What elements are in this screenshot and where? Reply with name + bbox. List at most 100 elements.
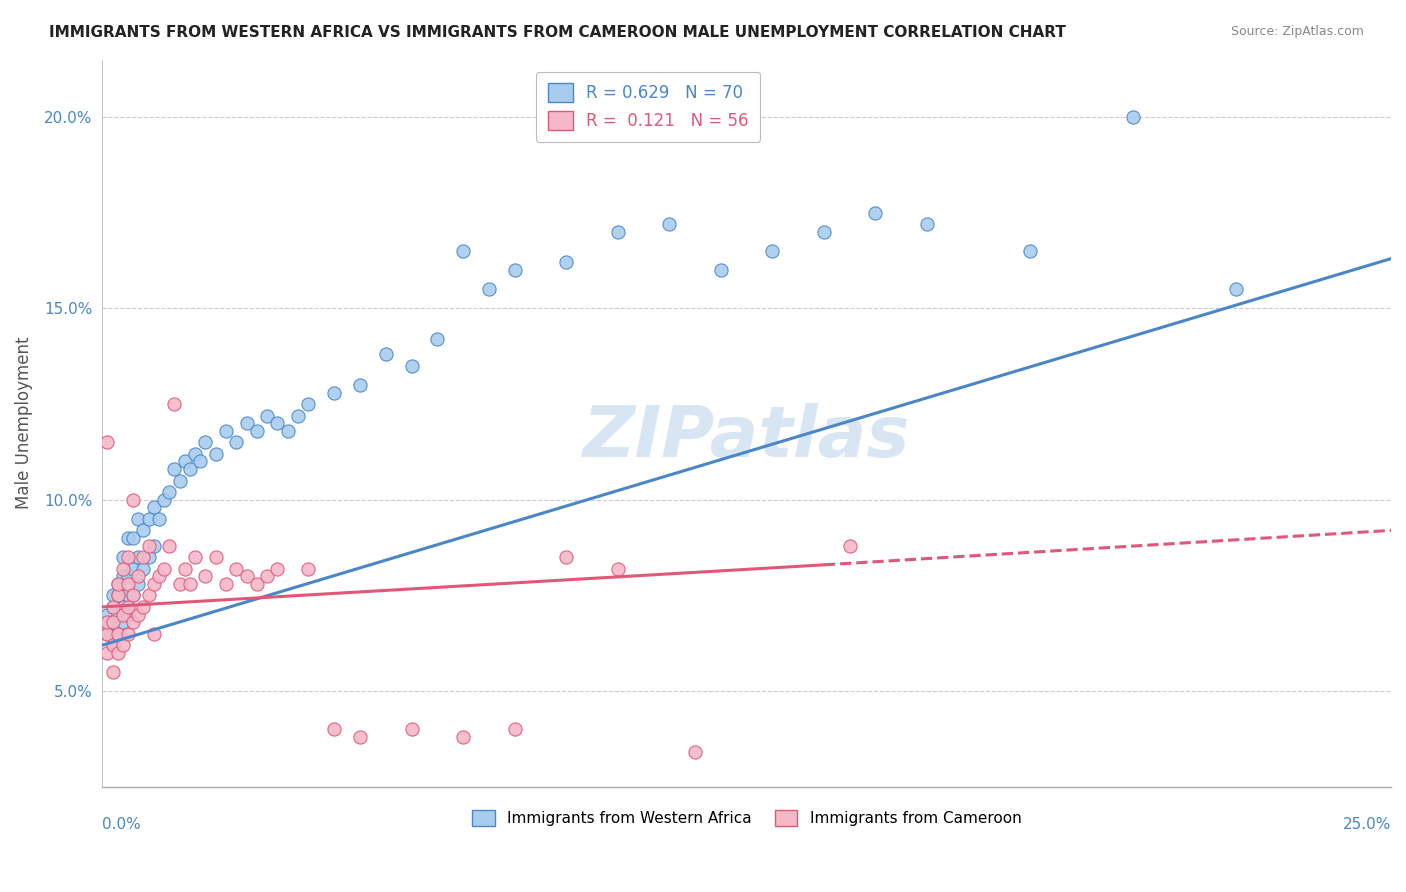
Point — [246, 577, 269, 591]
Point — [142, 539, 165, 553]
Point — [101, 665, 124, 679]
Point — [117, 589, 139, 603]
Point — [96, 626, 118, 640]
Point — [107, 626, 129, 640]
Point — [142, 500, 165, 515]
Point — [451, 244, 474, 258]
Point — [606, 225, 628, 239]
Point — [96, 646, 118, 660]
Point — [915, 217, 938, 231]
Point — [865, 205, 887, 219]
Point — [142, 577, 165, 591]
Point — [555, 550, 578, 565]
Point — [138, 589, 160, 603]
Point — [658, 217, 681, 231]
Point — [132, 599, 155, 614]
Point — [107, 646, 129, 660]
Point — [225, 562, 247, 576]
Point — [117, 550, 139, 565]
Point — [132, 524, 155, 538]
Text: Source: ZipAtlas.com: Source: ZipAtlas.com — [1230, 25, 1364, 38]
Point — [107, 589, 129, 603]
Point — [138, 550, 160, 565]
Point — [153, 562, 176, 576]
Point — [117, 599, 139, 614]
Point — [426, 332, 449, 346]
Point — [225, 435, 247, 450]
Point — [148, 512, 170, 526]
Point — [173, 454, 195, 468]
Point — [173, 562, 195, 576]
Point — [157, 539, 180, 553]
Point — [235, 416, 257, 430]
Point — [188, 454, 211, 468]
Point — [179, 577, 201, 591]
Point — [163, 462, 186, 476]
Point — [101, 599, 124, 614]
Point — [266, 416, 288, 430]
Point — [117, 626, 139, 640]
Point — [117, 569, 139, 583]
Point — [401, 359, 423, 373]
Point — [111, 569, 134, 583]
Point — [194, 569, 217, 583]
Point — [163, 397, 186, 411]
Point — [101, 615, 124, 630]
Point — [122, 615, 145, 630]
Point — [138, 539, 160, 553]
Point — [127, 577, 149, 591]
Point — [127, 569, 149, 583]
Point — [451, 730, 474, 744]
Point — [761, 244, 783, 258]
Point — [107, 589, 129, 603]
Point — [111, 562, 134, 576]
Point — [101, 615, 124, 630]
Point — [215, 424, 238, 438]
Point — [132, 550, 155, 565]
Point — [107, 607, 129, 622]
Point — [117, 531, 139, 545]
Point — [555, 255, 578, 269]
Point — [503, 723, 526, 737]
Point — [101, 638, 124, 652]
Point — [132, 562, 155, 576]
Point — [287, 409, 309, 423]
Point — [606, 562, 628, 576]
Point — [101, 599, 124, 614]
Point — [122, 589, 145, 603]
Point — [297, 562, 319, 576]
Point — [127, 607, 149, 622]
Text: 0.0%: 0.0% — [103, 817, 141, 832]
Point — [204, 447, 226, 461]
Point — [117, 607, 139, 622]
Point — [683, 745, 706, 759]
Point — [204, 550, 226, 565]
Point — [215, 577, 238, 591]
Point — [122, 562, 145, 576]
Point — [184, 447, 207, 461]
Point — [349, 378, 371, 392]
Point — [127, 550, 149, 565]
Point — [122, 589, 145, 603]
Point — [157, 485, 180, 500]
Point — [503, 263, 526, 277]
Point — [96, 435, 118, 450]
Point — [96, 626, 118, 640]
Text: 25.0%: 25.0% — [1343, 817, 1391, 832]
Point — [117, 577, 139, 591]
Point — [148, 569, 170, 583]
Point — [96, 615, 118, 630]
Point — [138, 512, 160, 526]
Point — [1225, 282, 1247, 296]
Point — [111, 638, 134, 652]
Point — [323, 385, 346, 400]
Text: ZIPatlas: ZIPatlas — [583, 403, 910, 472]
Point — [169, 474, 191, 488]
Point — [111, 550, 134, 565]
Text: IMMIGRANTS FROM WESTERN AFRICA VS IMMIGRANTS FROM CAMEROON MALE UNEMPLOYMENT COR: IMMIGRANTS FROM WESTERN AFRICA VS IMMIGR… — [49, 25, 1066, 40]
Point — [96, 607, 118, 622]
Point — [374, 347, 396, 361]
Point — [256, 569, 278, 583]
Point — [256, 409, 278, 423]
Point — [111, 607, 134, 622]
